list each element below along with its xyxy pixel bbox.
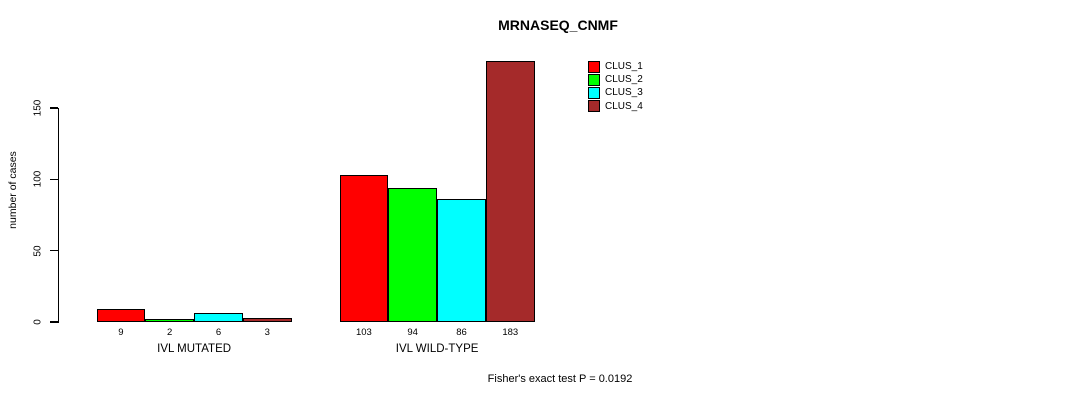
bar-value-label-clus-3-ivl-wild-type: 86: [456, 327, 467, 338]
legend: CLUS_1 CLUS_2 CLUS_3 CLUS_4: [588, 60, 643, 113]
bar-value-label-clus-3-ivl-mutated: 6: [215, 327, 222, 338]
y-tick-label-50: 50: [32, 245, 44, 257]
y-tick-150: [50, 107, 58, 109]
legend-item-clus-2: CLUS_2: [588, 73, 643, 86]
y-tick-label-0: 0: [32, 319, 44, 325]
legend-swatch-clus-1: [588, 60, 600, 73]
bar-clus-2-ivl-mutated: [145, 319, 195, 322]
x-group-label-ivl-mutated: IVL MUTATED: [157, 343, 232, 355]
legend-item-clus-3: CLUS_3: [588, 86, 643, 99]
y-tick-100: [50, 178, 58, 180]
bar-clus-1-ivl-wild-type: [339, 175, 389, 322]
bar-clus-4-ivl-wild-type: [485, 60, 535, 322]
bar-value-label-clus-1-ivl-wild-type: 103: [355, 327, 372, 338]
y-tick-label-150: 150: [32, 99, 44, 117]
bar-clus-1-ivl-mutated: [96, 309, 146, 322]
legend-item-clus-1: CLUS_1: [588, 60, 643, 73]
legend-item-clus-4: CLUS_4: [588, 100, 643, 113]
legend-label-clus-3: CLUS_3: [605, 87, 643, 99]
bar-value-label-clus-4-ivl-wild-type: 183: [502, 327, 519, 338]
y-axis-line: [57, 108, 59, 323]
y-axis-title: number of cases: [7, 151, 19, 229]
y-tick-0: [50, 321, 58, 323]
bar-clus-3-ivl-mutated: [194, 313, 243, 322]
legend-label-clus-4: CLUS_4: [605, 100, 643, 112]
bar-clus-2-ivl-wild-type: [388, 187, 438, 322]
bar-clus-3-ivl-wild-type: [437, 199, 486, 322]
y-tick-50: [50, 250, 58, 252]
bar-value-label-clus-1-ivl-mutated: 9: [118, 327, 124, 338]
annotation-fishers-test: Fisher's exact test P = 0.0192: [487, 373, 633, 385]
legend-swatch-clus-3: [588, 86, 600, 99]
legend-label-clus-1: CLUS_1: [605, 61, 643, 73]
bar-value-label-clus-2-ivl-wild-type: 94: [407, 327, 418, 338]
legend-swatch-clus-4: [588, 100, 600, 113]
legend-label-clus-2: CLUS_2: [605, 74, 643, 86]
chart-title: MRNASEQ_CNMF: [498, 17, 618, 33]
bar-value-label-clus-4-ivl-mutated: 3: [264, 327, 270, 338]
legend-swatch-clus-2: [588, 73, 600, 86]
y-tick-label-100: 100: [32, 170, 44, 188]
x-group-label-ivl-wild-type: IVL WILD-TYPE: [395, 343, 479, 355]
bar-clus-4-ivl-mutated: [242, 317, 292, 322]
bar-value-label-clus-2-ivl-mutated: 2: [167, 327, 173, 338]
